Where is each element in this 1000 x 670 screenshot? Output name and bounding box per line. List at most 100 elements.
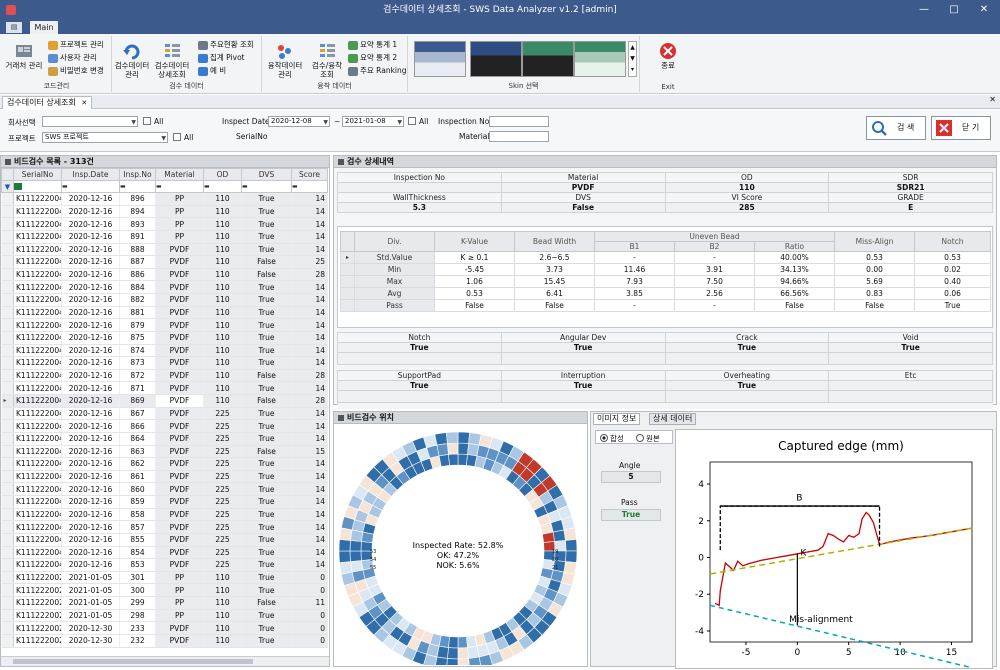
bead-cell[interactable] — [349, 550, 362, 562]
inspect-weld-view-button[interactable]: 검수/융착 조회 — [308, 42, 346, 79]
column-filter-cell[interactable]: ▬ — [119, 180, 156, 193]
company-select[interactable]: ▼ — [42, 116, 138, 127]
skin-scroll[interactable]: ▲ ▼ ▾ — [628, 41, 637, 77]
close-tab-icon[interactable]: ✕ — [81, 99, 88, 107]
inspection-data-management-button[interactable]: 검수데이터 관리 — [114, 42, 150, 79]
stat-row[interactable]: Min -5.45 3.73 11.46 3.91 34.13% 0.00 0.02 — [340, 263, 992, 276]
table-row[interactable]: K111222004 2020-12-16 862 PVDF 225 True 14 — [1, 457, 328, 471]
column-filter-cell[interactable]: ▬ — [203, 180, 242, 193]
table-row[interactable]: K111222004 2020-12-16 893 PP 110 True 14 — [1, 217, 328, 231]
bead-cell[interactable] — [457, 431, 470, 444]
close-window-button[interactable]: ✕ — [979, 4, 989, 15]
exit-button[interactable]: 종료 — [648, 42, 688, 70]
column-filter-cell[interactable]: ▬ — [241, 180, 292, 193]
bead-cell[interactable] — [563, 527, 577, 541]
bead-cell[interactable] — [467, 645, 480, 659]
column-header-dvs[interactable]: DVS — [241, 168, 292, 181]
column-filter-cell[interactable] — [13, 180, 62, 193]
skin-option-dark-blue[interactable] — [470, 41, 522, 77]
table-row[interactable]: K111222004 2020-12-16 882 PVDF 110 True 14 — [1, 293, 328, 307]
bead-cell[interactable] — [457, 442, 469, 455]
table-row[interactable]: K111222004 2020-12-16 871 PVDF 110 True 14 — [1, 381, 328, 395]
summary-stats-2-button[interactable]: 요약 통계 2 — [348, 52, 397, 64]
radio-composite[interactable] — [600, 434, 608, 442]
table-row[interactable]: K111222004 2020-12-16 874 PVDF 110 True 14 — [1, 344, 328, 358]
weld-data-management-button[interactable]: 융착데이터 관리 — [266, 42, 304, 79]
column-header-material[interactable]: Material — [155, 168, 204, 181]
column-header-serialno[interactable]: SerialNo — [13, 168, 62, 181]
pivot-button[interactable]: 집계 Pivot — [198, 52, 245, 64]
table-row[interactable]: K111222004 2020-12-16 860 PVDF 225 True 14 — [1, 482, 328, 496]
user-management-button[interactable]: 사용자 관리 — [48, 52, 97, 64]
table-row[interactable]: K111222002 2021-01-05 298 PP 110 True 0 — [1, 609, 328, 623]
table-row[interactable]: K111222004 2020-12-16 859 PVDF 225 True 14 — [1, 495, 328, 509]
table-row[interactable]: K111222004 2020-12-16 863 PVDF 225 False 15 — [1, 445, 328, 459]
bead-cell[interactable] — [349, 540, 362, 552]
horizontal-scrollbar[interactable] — [1, 656, 329, 666]
table-row[interactable]: K111222004 2020-12-16 853 PVDF 225 True 14 — [1, 558, 328, 572]
date-to-input[interactable]: 2021-01-08 ▼ — [342, 116, 404, 127]
table-row[interactable]: K111222004 2020-12-16 873 PVDF 110 True 14 — [1, 356, 328, 370]
table-row[interactable]: K111222004 2020-12-16 896 PP 110 True 14 — [1, 192, 328, 206]
bead-cell[interactable] — [434, 432, 448, 446]
bead-cell[interactable] — [552, 529, 566, 542]
skin-option-green[interactable] — [522, 41, 574, 77]
close-button[interactable]: 닫 기 — [931, 116, 991, 140]
company-all-checkbox[interactable] — [143, 117, 151, 125]
bead-cell[interactable] — [446, 658, 459, 665]
minimize-button[interactable]: — — [919, 4, 929, 15]
column-header-inspdate[interactable]: Insp.Date — [61, 168, 120, 181]
column-header-od[interactable]: OD — [203, 168, 242, 181]
tab-image-info[interactable]: 이미지 정보 — [593, 413, 641, 425]
table-row[interactable]: K111222004 2020-12-16 855 PVDF 225 True 14 — [1, 533, 328, 547]
material-input[interactable] — [489, 131, 549, 142]
bead-cell[interactable] — [457, 453, 468, 466]
table-row[interactable]: K111222002 2021-01-05 301 PP 110 True 0 — [1, 571, 328, 585]
bead-cell[interactable] — [478, 653, 493, 665]
stat-row[interactable]: Max 1.06 15.45 7.93 7.50 94.66% 5.69 0.40 — [340, 275, 992, 288]
stat-row[interactable]: Avg 0.53 6.41 3.85 2.56 66.56% 0.83 0.06 — [340, 287, 992, 300]
bead-cell[interactable] — [350, 560, 364, 573]
table-row[interactable]: K111222002 2020-12-30 233 PVDF 110 True 0 — [1, 621, 328, 635]
bead-cell[interactable] — [435, 656, 448, 665]
table-row[interactable]: K111222004 2020-12-16 858 PVDF 225 True 14 — [1, 508, 328, 522]
change-password-button[interactable]: 비밀번호 변경 — [48, 65, 104, 77]
key-status-button[interactable]: 주요현황 조회 — [198, 39, 254, 51]
summary-stats-1-button[interactable]: 요약 통계 1 — [348, 39, 397, 51]
table-row[interactable]: K111222004 2020-12-16 894 PP 110 True 14 — [1, 205, 328, 219]
skin-option-light-green[interactable] — [574, 41, 626, 77]
table-row[interactable]: K111222004 2020-12-16 857 PVDF 225 True 14 — [1, 520, 328, 534]
customer-management-button[interactable]: 거래처 관리 — [4, 42, 44, 70]
table-row[interactable]: K111222004 2020-12-16 884 PVDF 110 True 14 — [1, 280, 328, 294]
table-row[interactable]: K111222002 2020-12-30 232 PVDF 110 True 0 — [1, 634, 328, 648]
column-filter-cell[interactable]: ▬ — [61, 180, 120, 193]
bead-cell[interactable] — [338, 539, 351, 552]
bead-cell[interactable] — [448, 636, 459, 649]
ranking-button[interactable]: 주요 Ranking — [348, 65, 407, 77]
tab-inspection-detail[interactable]: 검수데이터 상세조회 ✕ — [2, 96, 93, 109]
bead-cell[interactable] — [457, 647, 469, 660]
table-row[interactable]: K111222002 2021-01-05 300 PP 110 True 0 — [1, 583, 328, 597]
bead-cell[interactable] — [565, 550, 578, 563]
stat-row[interactable]: ▸ Std.Value K ≥ 0.1 2.6~6.5- -40.00% 0.53 0.53 — [340, 251, 992, 264]
spare-button[interactable]: 예 비 — [198, 65, 226, 77]
stat-row[interactable]: Pass False False - - False False True — [340, 299, 992, 312]
table-row[interactable]: K111222004 2020-12-16 861 PVDF 225 True 14 — [1, 470, 328, 484]
table-row[interactable]: K111222004 2020-12-16 891 PP 110 True 14 — [1, 230, 328, 244]
table-row[interactable]: K111222004 2020-12-16 888 PVDF 110 True 14 — [1, 243, 328, 257]
close-document-icon[interactable]: ✕ — [989, 95, 996, 104]
bead-cell[interactable] — [448, 453, 459, 466]
bead-cell[interactable] — [438, 454, 450, 468]
maximize-button[interactable]: □ — [949, 4, 959, 15]
table-row[interactable]: K111222004 2020-12-16 887 PVDF 110 False 25 — [1, 255, 328, 269]
inspection-no-input[interactable] — [489, 116, 549, 127]
table-row[interactable]: K111222004 2020-12-16 866 PVDF 225 True 14 — [1, 419, 328, 433]
table-row[interactable]: K111222004 2020-12-16 864 PVDF 225 True 14 — [1, 432, 328, 446]
project-select[interactable]: SWS 프로젝트 ▼ — [42, 132, 168, 143]
table-row[interactable]: K111222004 2020-12-16 879 PVDF 110 True 14 — [1, 318, 328, 332]
bead-cell[interactable] — [436, 443, 449, 457]
bead-cell[interactable] — [339, 561, 353, 575]
project-management-button[interactable]: 프로젝트 관리 — [48, 39, 104, 51]
bead-cell[interactable] — [466, 634, 478, 648]
table-row[interactable]: K111222004 2020-12-16 886 PVDF 110 False 28 — [1, 268, 328, 282]
